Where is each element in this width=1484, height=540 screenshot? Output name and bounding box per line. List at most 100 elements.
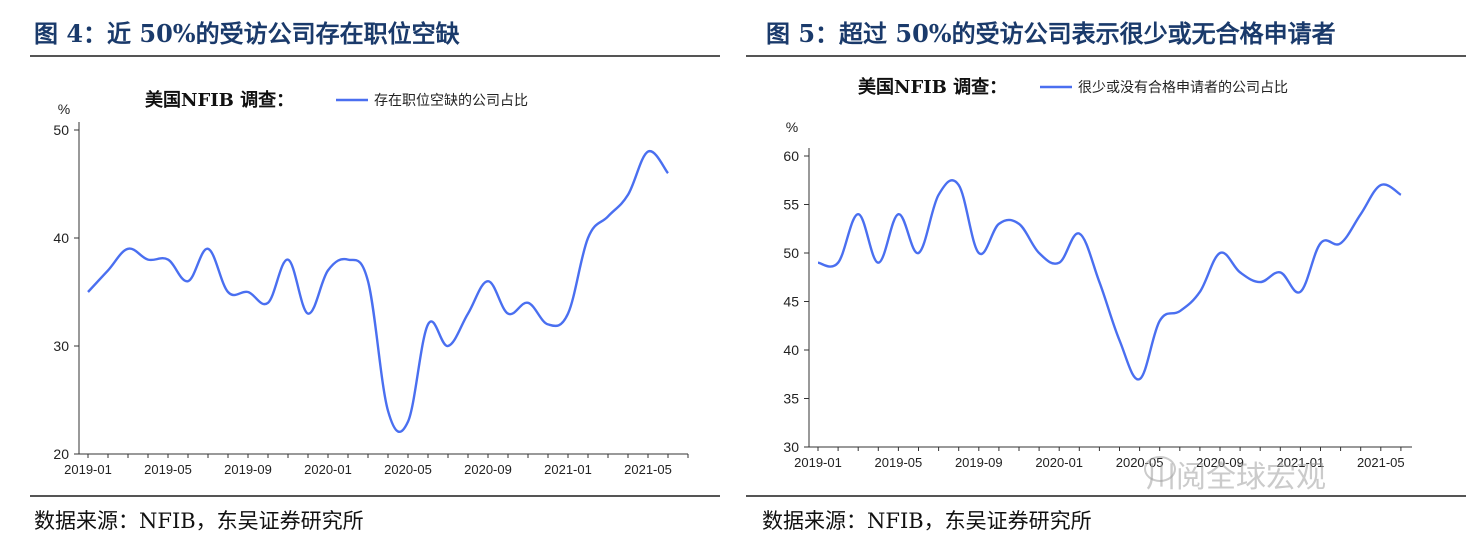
data-point — [837, 262, 839, 264]
divider — [746, 495, 1466, 497]
data-point — [1219, 252, 1221, 254]
data-point — [667, 172, 669, 174]
y-tick-label: 40 — [53, 230, 69, 246]
data-point — [857, 213, 859, 215]
x-tick-label: 2021-05 — [624, 462, 672, 477]
data-point — [1099, 281, 1101, 283]
y-tick-label: 55 — [783, 197, 799, 213]
data-point — [387, 410, 389, 412]
data-point — [167, 259, 169, 261]
data-point — [1259, 281, 1261, 283]
data-point — [958, 184, 960, 186]
data-point — [567, 313, 569, 315]
x-tick-label: 2019-09 — [955, 455, 1003, 470]
data-point — [998, 223, 1000, 225]
wechat-icon — [1144, 456, 1176, 482]
line-chart: 30 35 40 45 50 55 60% 2019-01 2019-05 2019-09 2020… — [783, 76, 1412, 470]
y-unit-label: % — [58, 101, 70, 117]
data-point — [407, 421, 409, 423]
data-point — [547, 324, 549, 326]
data-point — [1018, 223, 1020, 225]
y-unit-label: % — [786, 119, 798, 135]
data-point — [898, 213, 900, 215]
data-point — [1058, 262, 1060, 264]
data-point — [487, 280, 489, 282]
legend-label: 存在职位空缺的公司占比 — [374, 93, 528, 109]
source-note: 数据来源：NFIB，东吴证券研究所 — [762, 509, 1092, 533]
x-tick-label: 2019-09 — [224, 462, 272, 477]
data-point — [1300, 291, 1302, 293]
legend-prefix: 美国NFIB 调查： — [858, 76, 1007, 98]
y-tick-label: 50 — [783, 245, 799, 261]
y-tick-label: 40 — [783, 342, 799, 358]
series-line — [817, 179, 1402, 381]
x-tick-label: 2021-01 — [1277, 455, 1325, 470]
data-point — [1360, 213, 1362, 215]
figure-title: 图 5：超过 50%的受访公司表示很少或无合格申请者 — [766, 19, 1336, 48]
x-tick-label: 2019-01 — [794, 455, 842, 470]
x-tick-label: 2021-05 — [1357, 455, 1405, 470]
x-tick-label: 2020-05 — [384, 462, 432, 477]
y-tick-label: 50 — [53, 122, 69, 138]
data-point — [1159, 320, 1161, 322]
y-tick-label: 20 — [53, 446, 69, 462]
data-point — [1079, 233, 1081, 235]
divider — [30, 495, 720, 497]
data-point — [1139, 378, 1141, 380]
legend-prefix: 美国NFIB 调查： — [145, 89, 294, 111]
x-tick-label: 2020-01 — [1035, 455, 1083, 470]
data-point — [307, 313, 309, 315]
data-point — [878, 262, 880, 264]
line-chart: 20 30 40 50% 2019-01 2019-05 2019-09 2020-01 202… — [53, 89, 689, 477]
data-point — [1400, 194, 1402, 196]
x-tick-label: 2019-05 — [144, 462, 192, 477]
data-point — [607, 216, 609, 218]
legend-label: 很少或没有合格申请者的公司占比 — [1078, 80, 1288, 96]
data-point — [587, 237, 589, 239]
x-tick-label: 2021-01 — [544, 462, 592, 477]
y-tick-label: 30 — [53, 338, 69, 354]
data-point — [287, 259, 289, 261]
data-point — [1280, 272, 1282, 274]
data-point — [347, 259, 349, 261]
y-tick-label: 35 — [783, 391, 799, 407]
data-point — [527, 302, 529, 304]
data-point — [507, 313, 509, 315]
x-tick-label: 2019-05 — [875, 455, 923, 470]
divider — [746, 55, 1466, 57]
data-point — [918, 252, 920, 254]
y-tick-label: 60 — [783, 148, 799, 164]
series-line — [87, 150, 669, 433]
data-point — [1119, 340, 1121, 342]
data-point — [1199, 291, 1201, 293]
watermark: 川阅全球宏观 — [1146, 460, 1326, 495]
data-point — [447, 345, 449, 347]
right-figure: 图 5：超过 50%的受访公司表示很少或无合格申请者 30 35 40 45 50 55 6… — [742, 0, 1484, 540]
data-point — [147, 259, 149, 261]
data-point — [87, 291, 89, 293]
data-point — [627, 194, 629, 196]
data-point — [267, 302, 269, 304]
y-tick-label: 45 — [783, 294, 799, 310]
data-point — [1340, 243, 1342, 245]
data-point — [427, 324, 429, 326]
data-point — [1179, 310, 1181, 312]
x-tick-label: 2019-01 — [64, 462, 112, 477]
data-point — [467, 313, 469, 315]
data-point — [938, 194, 940, 196]
data-point — [647, 151, 649, 153]
source-note: 数据来源：NFIB，东吴证券研究所 — [34, 509, 364, 533]
left-figure: 图 4：近 50%的受访公司存在职位空缺 20 30 40 50% 2019-01 201… — [30, 19, 720, 533]
data-point — [367, 280, 369, 282]
data-point — [1320, 243, 1322, 245]
data-point — [817, 262, 819, 264]
data-point — [127, 248, 129, 250]
data-point — [327, 270, 329, 272]
x-tick-label: 2020-09 — [1196, 455, 1244, 470]
data-point — [978, 252, 980, 254]
x-tick-label: 2020-01 — [304, 462, 352, 477]
data-point — [1038, 252, 1040, 254]
data-point — [227, 291, 229, 293]
data-point — [207, 248, 209, 250]
data-point — [1239, 272, 1241, 274]
